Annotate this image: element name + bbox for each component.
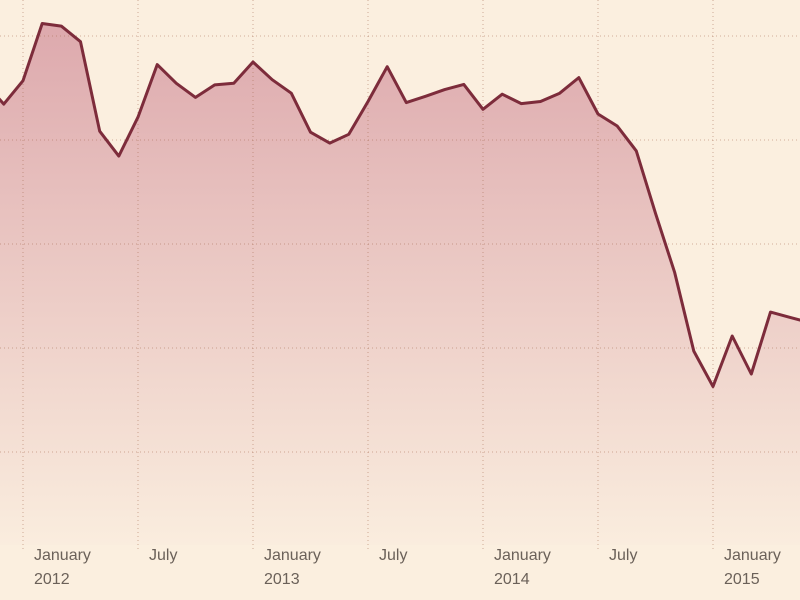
area-fill	[0, 23, 800, 545]
x-tick-label-year: 2015	[724, 571, 760, 588]
x-tick-label-year: 2012	[34, 571, 70, 588]
x-tick-label-month: January	[724, 547, 781, 564]
trend-line	[0, 22, 800, 388]
x-tick-label-month: January	[34, 547, 91, 564]
gridlines	[0, 0, 800, 550]
x-tick-label-month: July	[149, 547, 177, 564]
x-tick-label-year: 2013	[264, 571, 300, 588]
x-tick-label-month: January	[264, 547, 321, 564]
x-tick-label-month: January	[494, 547, 551, 564]
x-axis-labels: January 2012 July January 2013 July January 201…	[34, 547, 781, 588]
x-tick-label-month: July	[609, 547, 637, 564]
x-tick-label-year: 2014	[494, 571, 530, 588]
x-tick-label-month: July	[379, 547, 407, 564]
